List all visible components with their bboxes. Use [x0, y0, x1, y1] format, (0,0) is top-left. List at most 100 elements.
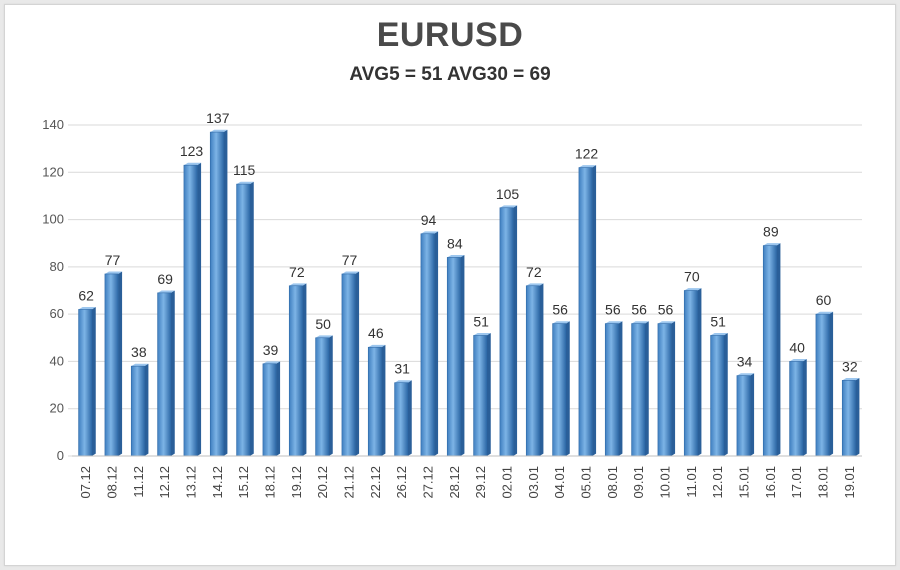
- data-label: 31: [394, 361, 410, 377]
- data-label: 77: [105, 252, 121, 268]
- bar-front: [262, 363, 277, 457]
- bar-top: [736, 373, 755, 376]
- bar: [525, 283, 544, 457]
- bar-side: [776, 243, 781, 456]
- bar-front: [446, 257, 461, 457]
- x-tick-label: 11.12: [131, 466, 146, 498]
- bar: [736, 373, 755, 457]
- x-tick-label: 12.12: [157, 466, 172, 499]
- bar-front: [631, 323, 646, 457]
- bar-front: [473, 335, 488, 457]
- x-tick-label: 19.12: [289, 466, 304, 499]
- bar-front: [841, 380, 856, 457]
- x-tick-label: 21.12: [342, 466, 357, 499]
- data-label: 69: [157, 271, 173, 287]
- data-label: 137: [206, 110, 230, 126]
- bar: [367, 344, 386, 457]
- data-label: 39: [263, 342, 279, 358]
- bar-side: [618, 321, 623, 456]
- bar-side: [223, 129, 228, 456]
- bar-front: [157, 292, 172, 457]
- bar: [604, 321, 623, 457]
- x-tick-label: 22.12: [368, 466, 383, 499]
- bar-top: [236, 181, 254, 185]
- bar-front: [236, 183, 251, 457]
- data-label: 56: [631, 302, 647, 318]
- bar-top: [842, 377, 860, 381]
- bar-front: [78, 309, 93, 457]
- bar-side: [802, 359, 807, 456]
- bar-top: [210, 129, 228, 133]
- bar: [183, 162, 202, 457]
- bar-top: [78, 307, 96, 310]
- bar-top: [578, 165, 597, 168]
- bar: [473, 333, 491, 457]
- data-label: 32: [842, 358, 858, 374]
- data-label: 62: [78, 287, 94, 303]
- bar: [341, 271, 360, 457]
- x-tick-label: 15.12: [236, 466, 251, 499]
- data-label: 105: [496, 186, 520, 202]
- x-tick-label: 13.12: [184, 466, 199, 499]
- bar-top: [183, 162, 202, 166]
- bar-front: [420, 233, 435, 457]
- x-tick-label: 02.01: [500, 466, 515, 499]
- bar: [710, 333, 728, 457]
- data-label: 72: [526, 264, 542, 280]
- data-label: 56: [658, 302, 674, 318]
- bar-side: [829, 311, 834, 456]
- bar-top: [631, 321, 649, 324]
- bar: [789, 359, 807, 457]
- bars: [78, 129, 860, 457]
- bar-side: [723, 333, 728, 456]
- bar-side: [249, 181, 254, 456]
- bar-front: [367, 346, 382, 457]
- data-label: 40: [789, 339, 805, 355]
- x-tick-label: 18.12: [263, 466, 278, 499]
- bar-top: [394, 380, 412, 383]
- bar-side: [486, 333, 491, 456]
- y-tick-label: 80: [50, 259, 64, 274]
- y-tick-label: 40: [50, 353, 64, 368]
- data-label: 72: [289, 264, 305, 280]
- bar-front: [525, 285, 540, 457]
- bar-side: [407, 380, 412, 456]
- data-label: 56: [552, 302, 568, 318]
- bar-side: [118, 271, 123, 456]
- data-label: 115: [233, 162, 256, 178]
- x-axis: 07.12 08.12 11.12 12.12 13.12 14.12 15.12 18.12…: [72, 455, 862, 499]
- y-tick-label: 20: [50, 401, 64, 416]
- bar: [683, 288, 702, 457]
- x-tick-label: 28.12: [447, 466, 462, 499]
- bar: [499, 205, 518, 457]
- bar-top: [315, 335, 333, 338]
- data-label: 51: [710, 313, 726, 329]
- bar-front: [183, 164, 198, 457]
- bar-front: [288, 285, 303, 457]
- bar-front: [762, 245, 777, 457]
- x-tick-label: 03.01: [526, 466, 541, 499]
- bar-side: [328, 335, 333, 456]
- bar-side: [460, 255, 465, 456]
- bar: [104, 271, 123, 457]
- x-tick-label: 27.12: [421, 466, 436, 499]
- data-label: 56: [605, 302, 621, 318]
- bar-top: [605, 321, 623, 324]
- x-tick-label: 15.01: [737, 466, 752, 499]
- bar-side: [592, 165, 597, 456]
- y-axis: 0 20 40 60 80 100 120 140: [42, 117, 64, 463]
- data-label: 84: [447, 235, 463, 251]
- data-label: 89: [763, 224, 779, 240]
- bar-top: [131, 363, 149, 367]
- bar: [841, 377, 860, 457]
- y-tick-label: 0: [57, 448, 64, 463]
- bar: [130, 363, 149, 457]
- bar-top: [499, 205, 518, 208]
- x-tick-label: 05.01: [579, 466, 594, 499]
- bar-top: [289, 283, 307, 286]
- bar-top: [789, 359, 807, 362]
- y-tick-label: 140: [42, 117, 64, 132]
- bar-side: [302, 283, 307, 456]
- data-label: 122: [575, 146, 599, 162]
- x-tick-label: 29.12: [473, 466, 488, 499]
